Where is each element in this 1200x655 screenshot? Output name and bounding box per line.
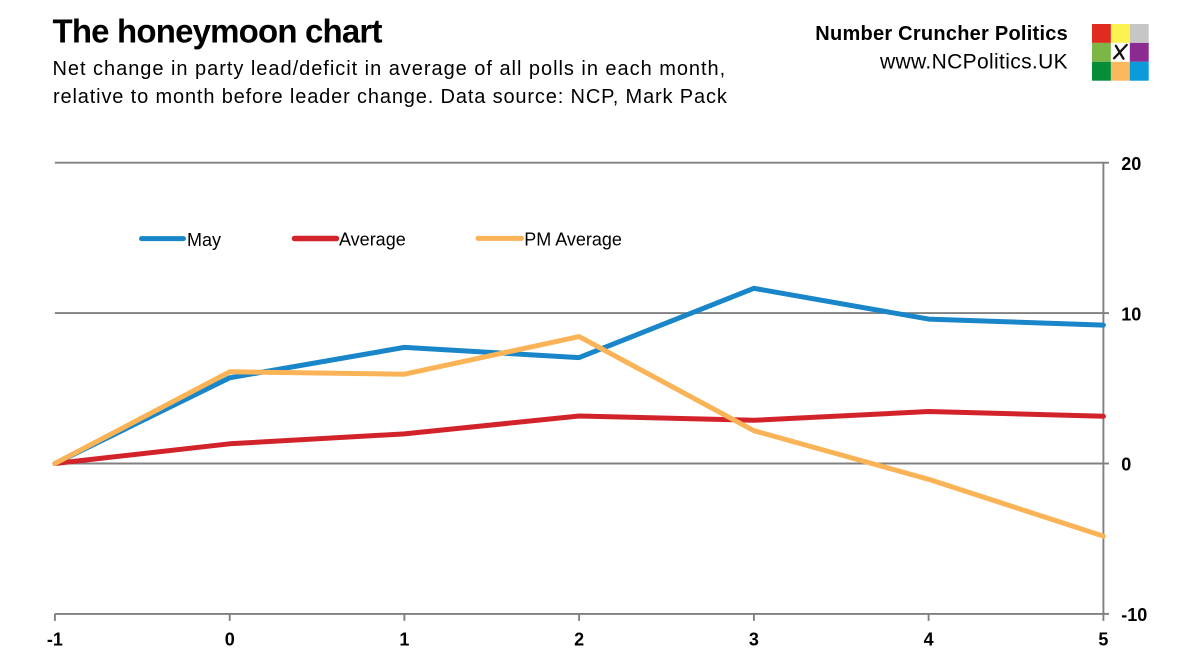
svg-text:0: 0: [1121, 455, 1131, 475]
svg-text:2: 2: [574, 630, 584, 650]
svg-text:1: 1: [399, 630, 409, 650]
svg-text:20: 20: [1121, 154, 1141, 174]
svg-text:The honeymoon chart: The honeymoon chart: [53, 12, 383, 49]
svg-text:-10: -10: [1121, 605, 1147, 625]
svg-text:relative to month before leade: relative to month before leader change. …: [53, 86, 728, 108]
svg-text:PM Average: PM Average: [524, 230, 622, 250]
svg-text:May: May: [187, 230, 221, 250]
svg-text:-1: -1: [47, 630, 63, 650]
svg-text:Number Cruncher Politics: Number Cruncher Politics: [815, 23, 1068, 45]
svg-text:0: 0: [225, 630, 235, 650]
svg-text:5: 5: [1098, 630, 1108, 650]
svg-text:4: 4: [924, 630, 934, 650]
svg-text:3: 3: [749, 630, 759, 650]
svg-text:www.NCPolitics.UK: www.NCPolitics.UK: [879, 50, 1068, 73]
svg-text:10: 10: [1121, 304, 1141, 324]
svg-text:Average: Average: [339, 230, 406, 250]
svg-text:Net change in party lead/defic: Net change in party lead/deficit in aver…: [53, 58, 727, 80]
